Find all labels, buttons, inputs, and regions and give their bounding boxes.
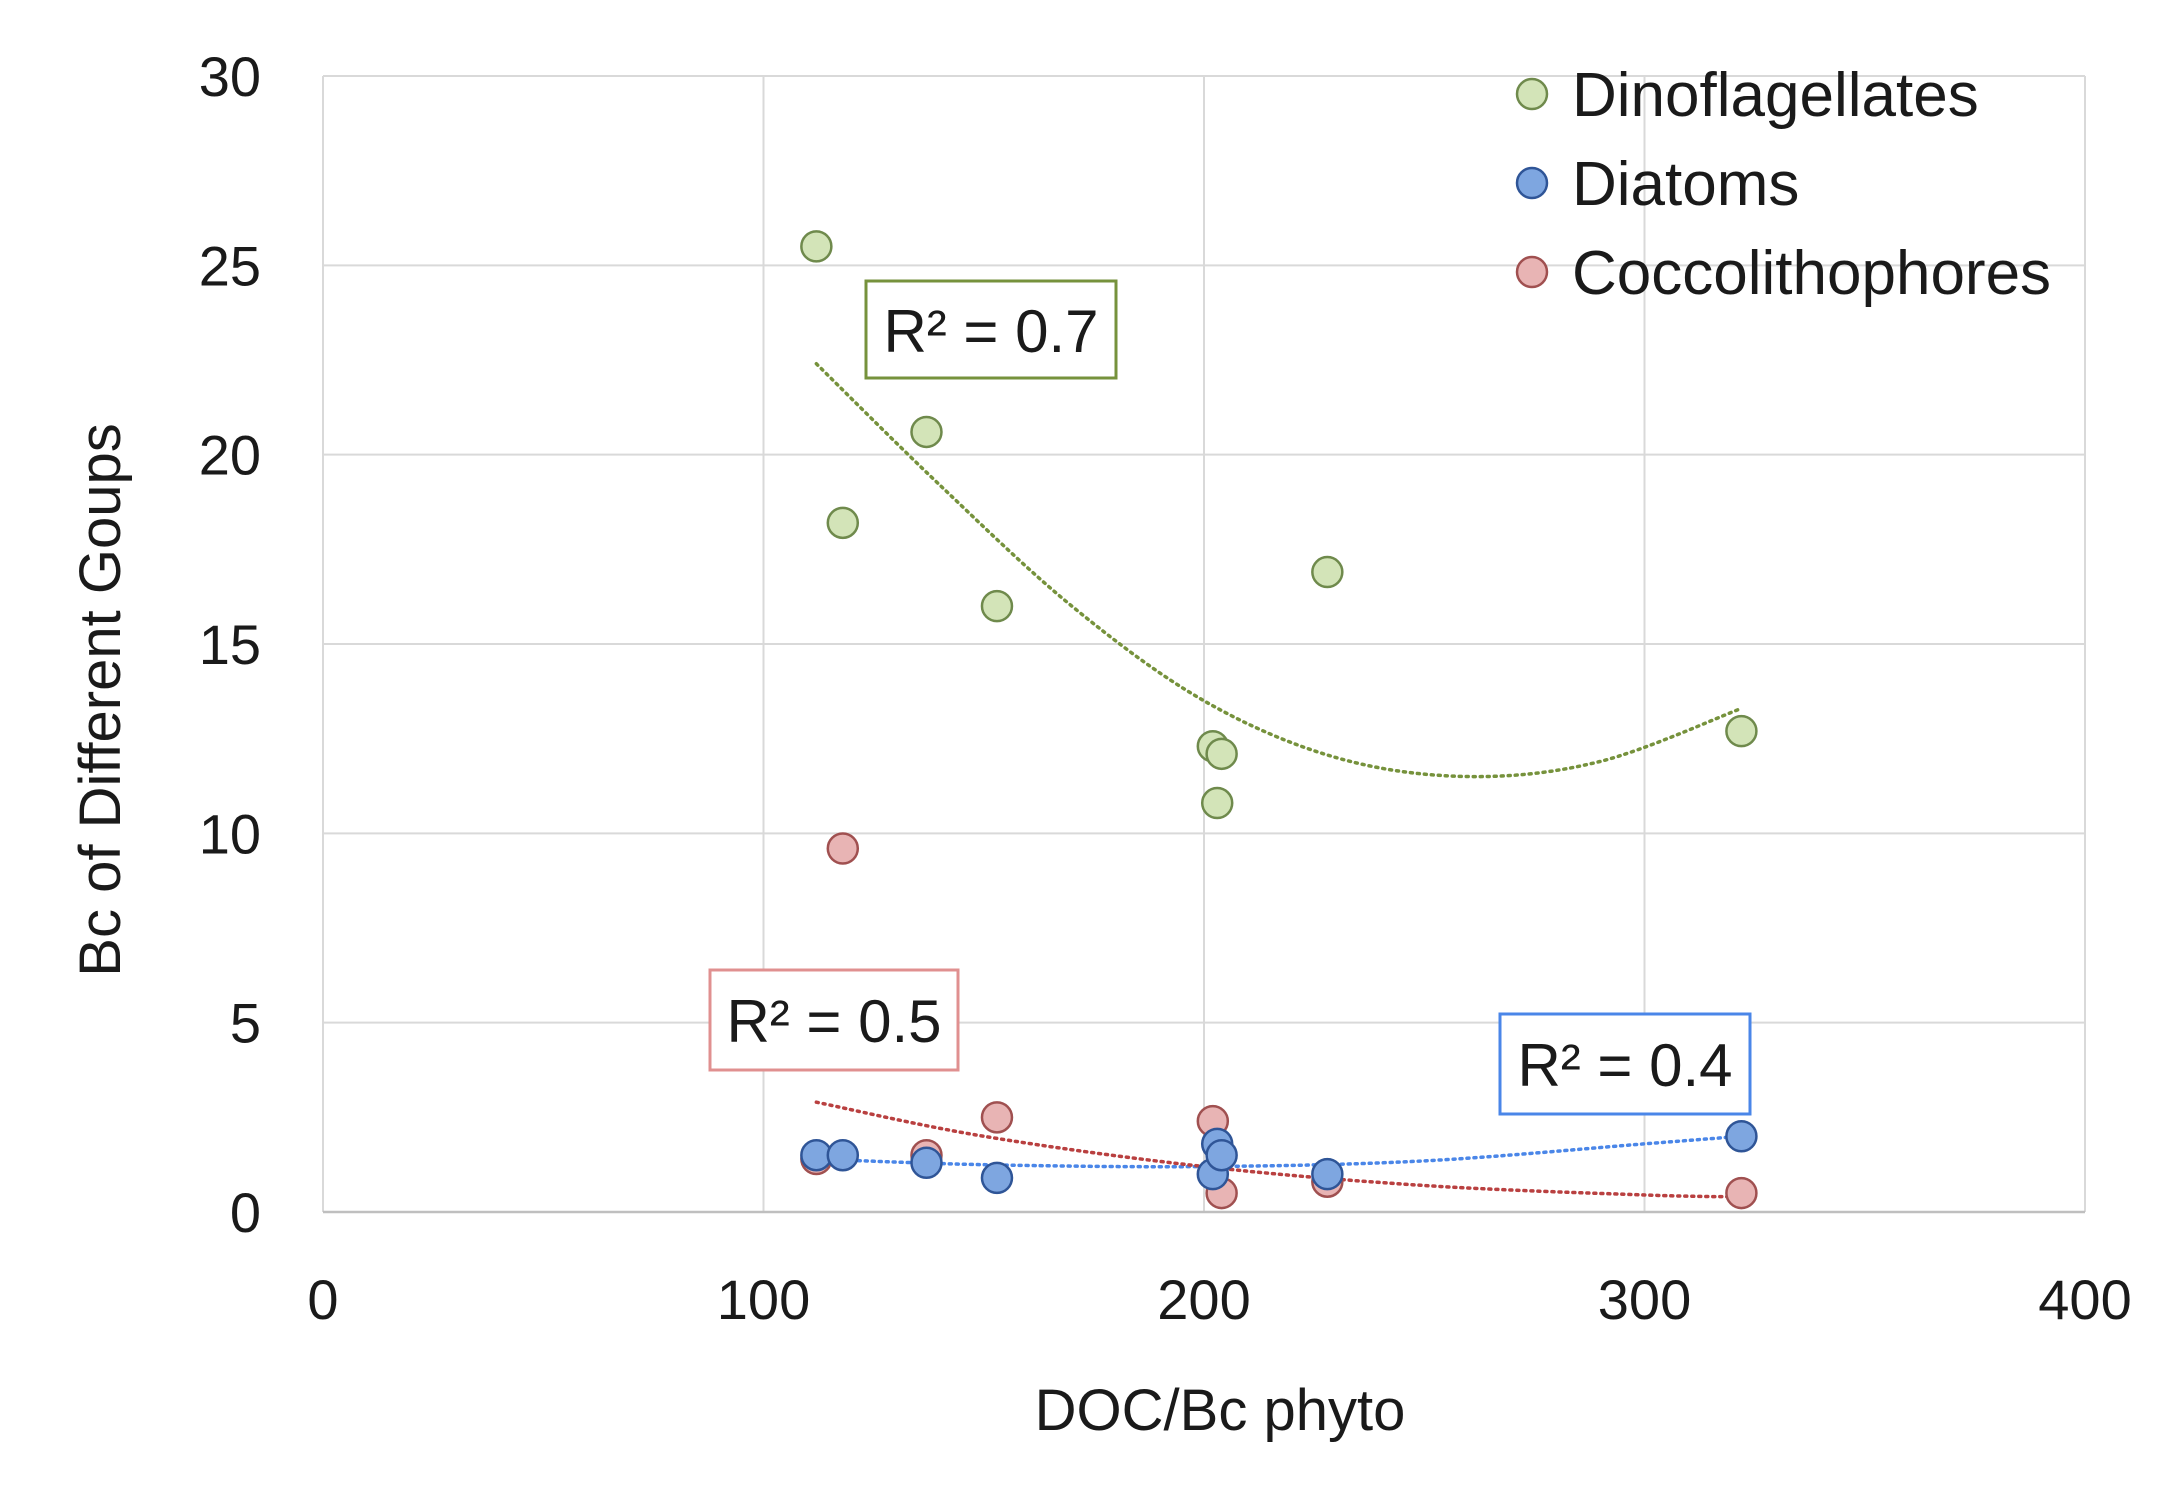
point-dinoflagellates — [1200, 786, 1234, 820]
data-points — [800, 230, 1758, 1210]
point-dinoflagellates — [1205, 737, 1238, 771]
x-tick-label: 300 — [1598, 1268, 1691, 1331]
y-tick-label: 0 — [230, 1181, 261, 1244]
trendline-diatoms — [814, 1134, 1744, 1169]
point-diatoms — [1725, 1120, 1758, 1153]
point-diatoms — [826, 1138, 860, 1172]
point-dinoflagellates — [980, 589, 1014, 623]
point-dinoflagellates — [800, 230, 833, 263]
legend-label-dinoflagellates: Dinoflagellates — [1572, 61, 1979, 130]
y-tick-label: 15 — [199, 613, 261, 676]
trendline-dinoflagellates — [814, 362, 1744, 779]
legend-marker-coccolithophores — [1515, 255, 1549, 289]
x-tick-label: 400 — [2038, 1268, 2131, 1331]
legend: Dinoflagellates Diatoms Coccolithophores — [1515, 61, 2051, 308]
r2-annotation-dinoflagellates: R² = 0.7 — [864, 279, 1118, 380]
point-dinoflagellates — [826, 506, 860, 540]
legend-label-coccolithophores: Coccolithophores — [1572, 239, 2051, 308]
point-diatoms — [980, 1161, 1014, 1195]
point-dinoflagellates — [910, 415, 943, 449]
r2-label-diatoms: R² = 0.4 — [1517, 1032, 1732, 1099]
point-diatoms — [1311, 1157, 1344, 1191]
x-tick-label: 200 — [1157, 1268, 1250, 1331]
x-tick-label: 0 — [307, 1268, 338, 1331]
trendlines — [814, 362, 1744, 1199]
point-dinoflagellates — [1725, 714, 1758, 748]
point-dinoflagellates — [1311, 555, 1344, 589]
legend-item-diatoms: Diatoms — [1515, 150, 1799, 219]
y-axis-title: Bc of Different Goups — [68, 423, 133, 976]
y-tick-label: 25 — [199, 234, 261, 297]
point-coccolithophores — [980, 1101, 1014, 1134]
r2-label-coccolithophores: R² = 0.5 — [726, 988, 941, 1055]
x-axis-title: DOC/Bc phyto — [1035, 1378, 1406, 1443]
x-tick-label: 100 — [717, 1268, 810, 1331]
point-diatoms — [1205, 1138, 1238, 1172]
y-tick-label: 5 — [230, 992, 261, 1055]
r2-annotation-diatoms: R² = 0.4 — [1498, 1012, 1752, 1116]
point-diatoms — [910, 1146, 943, 1180]
trendline-coccolithophores — [814, 1100, 1744, 1199]
legend-marker-diatoms — [1515, 166, 1549, 200]
r2-annotation-coccolithophores: R² = 0.5 — [708, 968, 960, 1072]
r2-label-dinoflagellates: R² = 0.7 — [883, 298, 1098, 365]
point-coccolithophores — [1725, 1176, 1758, 1210]
grid-layer — [322, 75, 2086, 1214]
legend-item-coccolithophores: Coccolithophores — [1515, 239, 2051, 308]
legend-marker-dinoflagellates — [1515, 77, 1549, 111]
legend-label-diatoms: Diatoms — [1572, 150, 1799, 219]
y-tick-label: 10 — [199, 802, 261, 865]
point-coccolithophores — [826, 832, 860, 865]
y-tick-label: 20 — [199, 424, 261, 487]
y-tick-label: 30 — [199, 45, 261, 108]
legend-item-dinoflagellates: Dinoflagellates — [1515, 61, 1979, 130]
